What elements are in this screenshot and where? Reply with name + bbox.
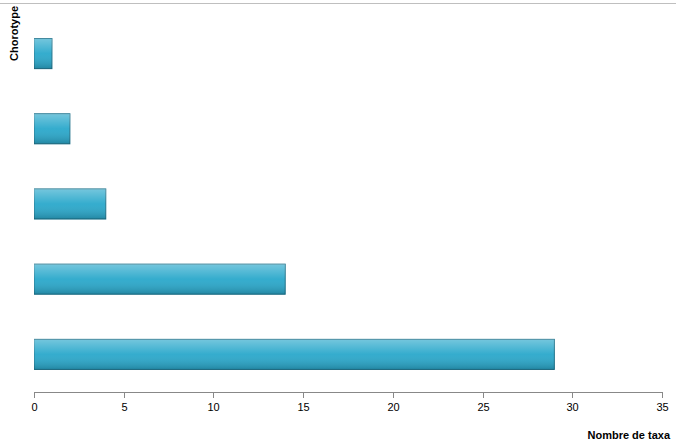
x-tick-label: 25	[477, 401, 489, 413]
x-tick	[572, 392, 573, 398]
x-tick	[393, 392, 394, 398]
bars	[34, 39, 554, 370]
x-tick	[662, 392, 663, 398]
x-tick-label: 0	[31, 401, 37, 413]
chart-root: 0 5 10 15 20 25 30 35 Nombre de taxa Chorotype	[0, 0, 676, 446]
chart-frame	[0, 3, 676, 4]
x-tick	[303, 392, 304, 398]
x-tick-label: 20	[387, 401, 399, 413]
bar	[34, 339, 554, 369]
bar-shading	[34, 264, 285, 294]
bar	[34, 264, 285, 294]
bar	[34, 39, 52, 69]
chart-svg: 0 5 10 15 20 25 30 35 Nombre de taxa Chorotype	[0, 0, 676, 446]
x-tick-label: 35	[656, 401, 668, 413]
x-tick-label: 15	[297, 401, 309, 413]
x-tick-label: 10	[207, 401, 219, 413]
x-tick	[124, 392, 125, 398]
x-tick	[34, 392, 35, 398]
x-tick	[213, 392, 214, 398]
x-tick-label: 30	[566, 401, 578, 413]
x-axis-line	[34, 392, 662, 393]
bar-shading	[34, 114, 70, 144]
bar-shading	[34, 189, 106, 219]
bar-shading	[34, 339, 554, 369]
x-axis-title: Nombre de taxa	[587, 429, 670, 441]
bar	[34, 189, 106, 219]
bar-shading	[34, 39, 52, 69]
bar	[34, 114, 70, 144]
x-tick	[483, 392, 484, 398]
y-axis-title: Chorotype	[8, 6, 20, 61]
x-tick-label: 5	[121, 401, 127, 413]
